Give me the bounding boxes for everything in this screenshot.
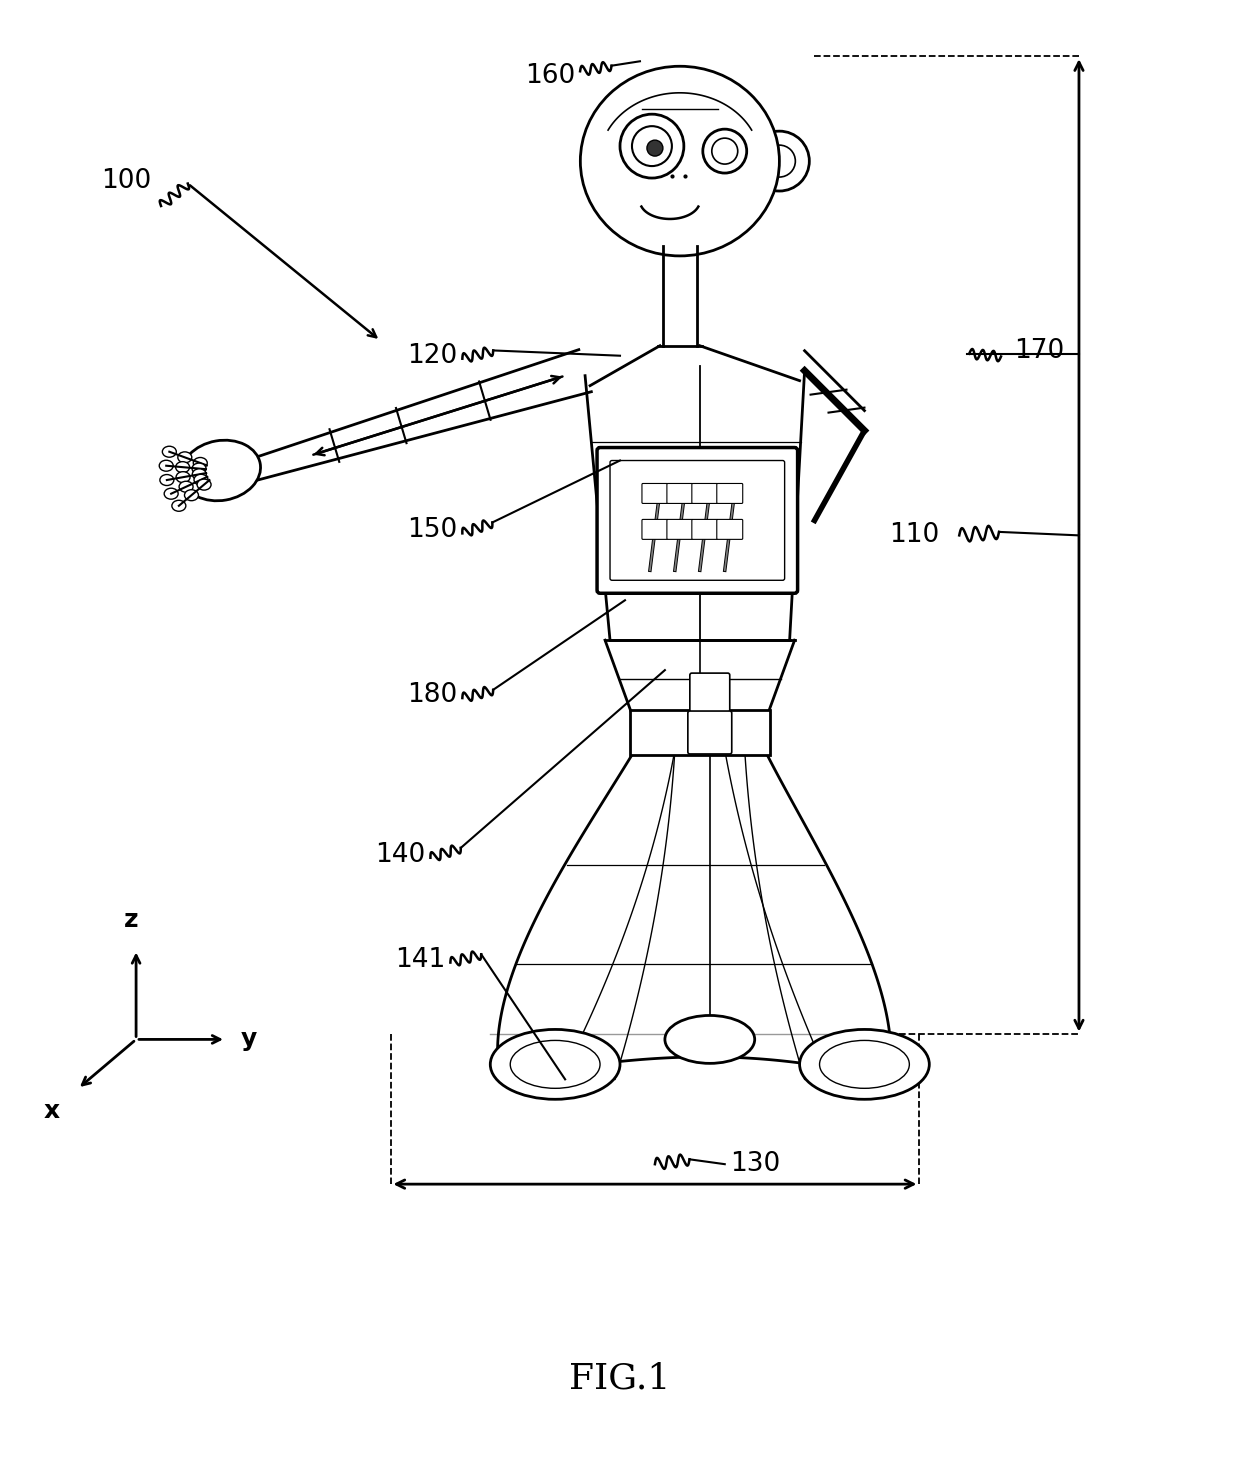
FancyBboxPatch shape: [717, 519, 743, 540]
Ellipse shape: [177, 452, 192, 462]
Text: 180: 180: [407, 682, 458, 708]
Ellipse shape: [197, 478, 211, 490]
FancyBboxPatch shape: [688, 711, 732, 753]
Ellipse shape: [192, 468, 206, 480]
FancyBboxPatch shape: [692, 483, 718, 503]
FancyBboxPatch shape: [596, 448, 797, 594]
Ellipse shape: [800, 1030, 929, 1099]
Ellipse shape: [192, 464, 206, 474]
Ellipse shape: [172, 500, 186, 511]
FancyBboxPatch shape: [717, 483, 743, 503]
Ellipse shape: [185, 490, 198, 500]
Text: FIG.1: FIG.1: [569, 1362, 671, 1396]
Text: 141: 141: [396, 947, 445, 973]
Ellipse shape: [193, 474, 208, 486]
Text: y: y: [241, 1027, 257, 1052]
Ellipse shape: [176, 462, 190, 473]
Circle shape: [703, 129, 746, 173]
Text: 120: 120: [407, 342, 458, 369]
Ellipse shape: [179, 481, 193, 492]
FancyBboxPatch shape: [692, 519, 718, 540]
Text: z: z: [124, 907, 139, 932]
Ellipse shape: [580, 66, 780, 256]
Text: 160: 160: [525, 63, 575, 89]
Text: 150: 150: [407, 518, 458, 543]
Ellipse shape: [162, 446, 176, 458]
FancyBboxPatch shape: [642, 483, 668, 503]
FancyBboxPatch shape: [667, 519, 693, 540]
Text: 130: 130: [730, 1151, 780, 1178]
Ellipse shape: [193, 458, 207, 468]
Ellipse shape: [176, 471, 190, 483]
Circle shape: [647, 140, 663, 157]
Ellipse shape: [164, 489, 179, 499]
Ellipse shape: [159, 461, 174, 471]
Ellipse shape: [181, 440, 260, 500]
Circle shape: [749, 132, 810, 192]
Text: 100: 100: [102, 168, 151, 195]
Text: x: x: [43, 1099, 60, 1122]
FancyBboxPatch shape: [667, 483, 693, 503]
Text: 170: 170: [1014, 338, 1064, 364]
Circle shape: [620, 114, 683, 178]
FancyBboxPatch shape: [642, 519, 668, 540]
FancyBboxPatch shape: [689, 673, 730, 712]
Ellipse shape: [665, 1015, 755, 1064]
Text: 110: 110: [889, 522, 939, 549]
Text: 140: 140: [376, 841, 425, 868]
Ellipse shape: [160, 474, 174, 486]
Ellipse shape: [490, 1030, 620, 1099]
Bar: [630, 710, 770, 755]
